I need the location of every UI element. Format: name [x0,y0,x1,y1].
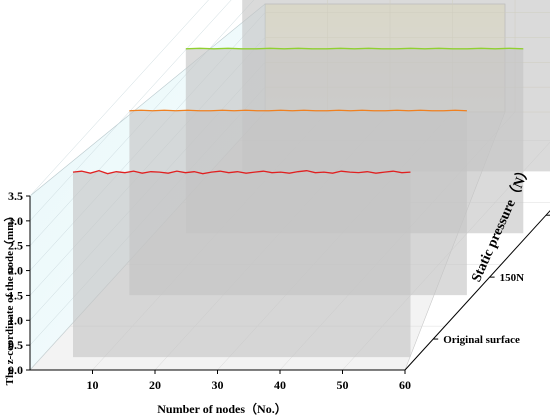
y-tick-label: 1.5 [8,288,23,302]
y-grid-line [29,0,232,222]
x-tick-label: 50 [337,378,349,392]
z-category-labels: Original surface150N300N600N [443,272,524,346]
x-tick-label: 10 [87,378,99,392]
axes [26,195,550,374]
y-axis-title: The z-coordinate of the node（mm） [3,211,16,386]
x-axis-title: Number of nodes（No.） [157,401,286,416]
y-tick-label: 3.0 [8,214,23,228]
series-line [185,47,524,50]
y-tick-label: 0.0 [8,363,23,377]
y-grid-line [29,0,209,197]
x-tick-label: 60 [399,378,411,392]
z-axis-line [404,210,550,371]
series-line [72,169,411,175]
y-tick-label: 0.5 [8,338,23,352]
y-tick-label: 3.5 [8,189,23,203]
x-tick-label: 20 [149,378,161,392]
x-tick-label: 30 [212,378,224,392]
series-plane [73,170,411,358]
z-category-label: Original surface [443,334,520,346]
x-tick-labels: 10 20 30 40 50 60 [87,378,412,392]
x-tick-label: 40 [274,378,286,392]
series-line [129,109,467,112]
z-category-label: 150N [500,272,524,284]
y-tick-labels: 0.0 0.5 1.0 1.5 2.0 2.5 3.0 3.5 [8,189,23,377]
y-tick-label: 2.0 [8,264,23,278]
series-planes [72,0,550,358]
y-tick-label: 1.0 [8,313,23,327]
y-tick-label: 2.5 [8,239,23,253]
